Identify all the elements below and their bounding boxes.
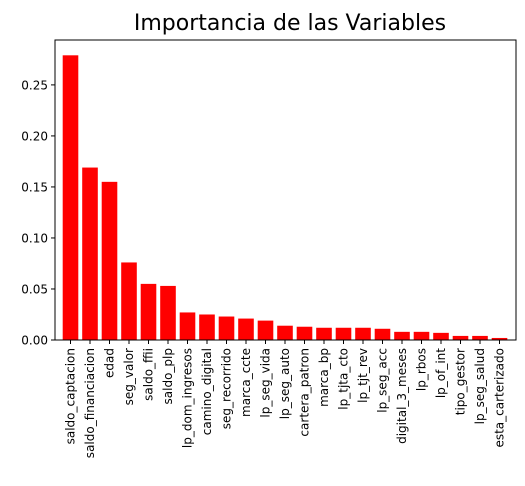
bar-saldo_financiacion — [82, 167, 98, 340]
x-tick-label: lp_seg_auto — [278, 348, 292, 419]
bar-camino_digital — [199, 314, 215, 340]
x-tick-label: esta_carterizado — [493, 348, 507, 448]
x-tick-label: marca_bp — [317, 348, 331, 407]
bar-lp_tjta_cto — [335, 327, 352, 340]
bars-layer — [62, 55, 508, 341]
x-tick-label: saldo_plp — [161, 348, 175, 404]
x-tick-label: saldo_financiacion — [83, 348, 97, 458]
bar-cartera_patron — [296, 326, 313, 340]
y-tick-label: 0.25 — [21, 78, 48, 92]
y-tick-label: 0.00 — [21, 334, 48, 348]
bar-lp_of_int — [433, 332, 449, 340]
x-tick-label: marca_ccte — [239, 348, 253, 417]
x-tick-label: lp_rbos — [415, 348, 429, 391]
bar-lp_dom_ingresos — [179, 312, 196, 340]
bar-saldo_ffii — [140, 283, 157, 340]
x-tick-label: lp_seg_vida — [259, 348, 273, 418]
bar-digital_3_meses — [394, 331, 410, 340]
x-tick-label: lp_seg_salud — [473, 348, 487, 424]
x-tick-label: lp_of_int — [434, 348, 448, 398]
bar-saldo_plp — [160, 285, 176, 340]
bar-lp_seg_salud — [472, 335, 488, 340]
y-tick-label: 0.20 — [21, 129, 48, 143]
bar-lp_rbos — [413, 331, 430, 340]
bar-esta_carterizado — [491, 337, 508, 340]
bar-seg_recorrido — [218, 316, 235, 340]
x-tick-label: lp_tjta_cto — [337, 348, 351, 410]
y-tick-label: 0.10 — [21, 231, 48, 245]
x-tick-label: digital_3_meses — [395, 348, 409, 444]
bar-edad — [101, 181, 118, 340]
x-tick-label: edad — [103, 348, 117, 378]
y-axis: 0.00 0.05 0.10 0.15 0.20 0.25 — [21, 78, 55, 348]
y-tick-label: 0.15 — [21, 180, 48, 194]
bar-tipo_gestor — [452, 335, 469, 340]
x-tick-label: camino_digital — [200, 348, 214, 435]
plot-frame — [54, 39, 517, 341]
x-tick-label: saldo_captacion — [64, 348, 78, 444]
bar-lp_seg_acc — [374, 328, 391, 340]
bar-marca_bp — [316, 327, 332, 340]
y-tick-label: 0.05 — [21, 282, 48, 296]
x-tick-label: cartera_patron — [298, 348, 312, 437]
x-tick-label: seg_valor — [122, 348, 136, 405]
x-tick-label: lp_tjt_rev — [356, 348, 370, 403]
bar-seg_valor — [121, 262, 137, 340]
x-tick-label: lp_dom_ingresos — [181, 348, 195, 448]
x-tick-label: tipo_gestor — [454, 348, 468, 415]
x-axis: saldo_captacion saldo_financiacion edad seg… — [64, 340, 507, 458]
x-tick-label: lp_seg_acc — [376, 348, 390, 413]
bar-marca_ccte — [238, 318, 254, 340]
bar-saldo_captacion — [62, 55, 79, 341]
bar-lp_seg_vida — [257, 320, 274, 340]
bar-lp_tjt_rev — [355, 327, 371, 340]
x-tick-label: saldo_ffii — [142, 348, 156, 401]
x-tick-label: seg_recorrido — [220, 348, 234, 429]
bar-lp_seg_auto — [277, 325, 293, 340]
chart-title: Importancia de las Variables — [134, 11, 446, 36]
